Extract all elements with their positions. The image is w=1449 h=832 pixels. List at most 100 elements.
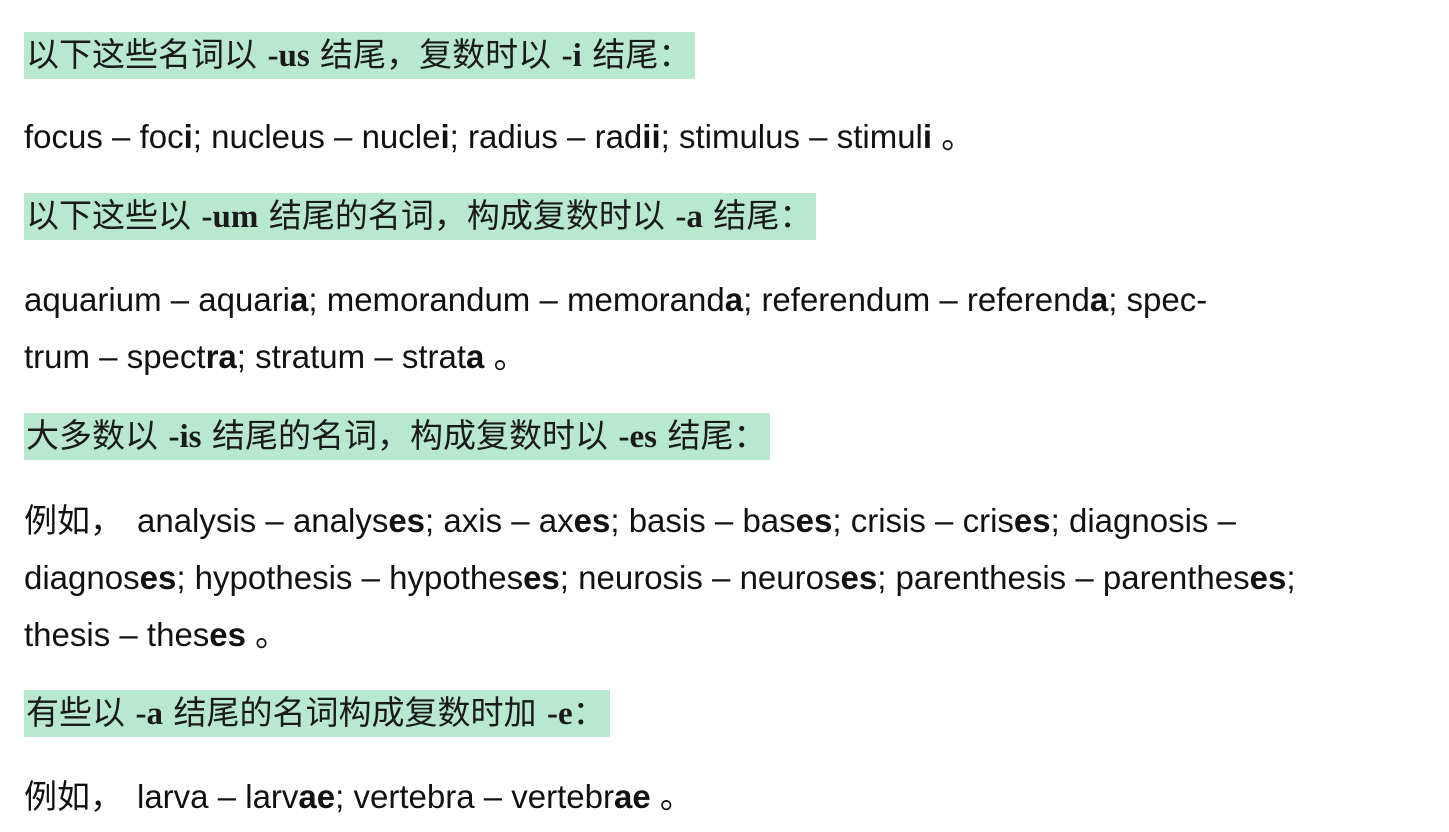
example-line: focus – foci; nucleus – nuclei; radius –… (24, 108, 1420, 165)
dash: – (702, 559, 740, 596)
suffix-mark: -um (201, 199, 259, 235)
heading-text: 结尾的名词，构成复数时以 (258, 196, 676, 235)
heading-highlight: 有些以 -a 结尾的名词构成复数时加 -e： (24, 690, 610, 737)
plural-stem: parenthes (1102, 559, 1250, 596)
heading-text: 以下这些以 (26, 196, 202, 235)
examples-um: aquarium – aquaria; memorandum – memoran… (24, 271, 1420, 385)
suffix-mark: -e (546, 696, 573, 732)
plural-stem: rad (594, 118, 643, 155)
dash: – (557, 118, 595, 155)
heading-text: 以下这些名词以 (26, 35, 268, 74)
plural-ending: ii (642, 118, 661, 155)
dash: – (161, 281, 199, 318)
plural-stem: bas (742, 502, 796, 539)
singular-form: hypothesis (194, 559, 353, 596)
singular-form: parenthesis (895, 559, 1067, 596)
separator: ; (877, 559, 896, 596)
example-line: 例如， larva – larvae; vertebra – vertebrae … (24, 768, 1420, 825)
singular-form: thesis (24, 616, 111, 653)
separator: ; (192, 118, 212, 155)
dash: – (502, 502, 539, 539)
dash: – (256, 502, 293, 539)
plural-stem: hypothes (389, 559, 524, 596)
suffix-mark: -i (561, 38, 582, 74)
singular-form: stratum (255, 338, 366, 375)
heading-text: 结尾： (581, 35, 692, 74)
heading-text: 结尾的名词构成复数时加 (163, 693, 547, 732)
suffix-mark: -es (618, 419, 657, 455)
plural-ending: i (922, 118, 933, 155)
heading-text: 结尾： (702, 196, 813, 235)
plural-ending: ra (205, 338, 237, 375)
heading-a: 有些以 -a 结尾的名词构成复数时加 -e： (24, 690, 610, 737)
examples-us: focus – foci; nucleus – nuclei; radius –… (24, 108, 1420, 165)
plural-ending: i (183, 118, 193, 155)
separator: ; (832, 502, 851, 539)
plural-ending: es (209, 616, 247, 653)
separator: ; (176, 559, 195, 596)
heading-um: 以下这些以 -um 结尾的名词，构成复数时以 -a 结尾： (24, 193, 817, 240)
example-line: trum – spectra; stratum – strata 。 (24, 328, 1420, 385)
separator: ; (559, 559, 579, 596)
plural-ending: es (573, 502, 611, 539)
suffix-mark: -is (168, 419, 202, 455)
separator: ; (308, 281, 327, 318)
suffix-mark: -us (267, 38, 310, 74)
dash: – (474, 778, 512, 815)
plural-stem: larv (245, 778, 299, 815)
singular-form: larva (137, 778, 209, 815)
separator: 。 (932, 118, 975, 155)
separator: ; (660, 118, 679, 155)
plural-ending: i (440, 118, 450, 155)
dash: – (324, 118, 362, 155)
example-line: diagnoses; hypothesis – hypotheses; neur… (24, 549, 1420, 606)
example-line: aquarium – aquaria; memorandum – memoran… (24, 271, 1420, 328)
dash: – (1066, 559, 1103, 596)
plural-stem: nucle (361, 118, 441, 155)
plural-stem: ax (538, 502, 574, 539)
separator: ; (335, 778, 354, 815)
heading-text: ： (572, 693, 606, 732)
separator: ; (1050, 502, 1069, 539)
example-line: 例如， analysis – analyses; axis – axes; bas… (24, 492, 1420, 549)
plural-ending: a (290, 281, 309, 318)
singular-form: stimulus (678, 118, 800, 155)
plural-ending: a (466, 338, 485, 375)
plural-ending: es (139, 559, 177, 596)
singular-form: radius (467, 118, 558, 155)
example-line: thesis – theses 。 (24, 606, 1420, 663)
heading-is: 大多数以 -is 结尾的名词，构成复数时以 -es 结尾： (24, 413, 771, 460)
dash: – (365, 338, 402, 375)
heading-text: 结尾的名词，构成复数时以 (201, 416, 619, 455)
lead-text: 例如， (24, 501, 123, 540)
heading-text: 结尾： (656, 416, 767, 455)
plural-ending: ae (298, 778, 336, 815)
dash: – (705, 502, 743, 539)
singular-form: memorandum (326, 281, 531, 318)
heading-text: 有些以 (26, 693, 136, 732)
plural-stem: vertebr (511, 778, 614, 815)
plural-ending: es (523, 559, 560, 596)
dash: – (110, 616, 147, 653)
singular-form: diagnosis (1068, 502, 1209, 539)
plural-stem: thes (146, 616, 210, 653)
separator: 。 (246, 616, 289, 653)
plural-stem: strat (401, 338, 467, 375)
dash: – (90, 338, 127, 375)
dash: – (102, 118, 140, 155)
plural-ending: es (1013, 502, 1051, 539)
plural-stem: foc (139, 118, 184, 155)
plural-ending: es (388, 502, 426, 539)
separator: ; (743, 281, 762, 318)
dash: – (530, 281, 567, 318)
plural-stem: stimul (836, 118, 923, 155)
suffix-mark: -a (675, 199, 703, 235)
plural-ending: a (1089, 281, 1109, 318)
singular-form: referendum (761, 281, 931, 318)
plural-stem: neuros (739, 559, 841, 596)
separator: 。 (484, 338, 527, 375)
singular-form: nucleus (211, 118, 325, 155)
dash: – (208, 778, 246, 815)
singular-form: focus (24, 118, 103, 155)
plural-stem: aquari (198, 281, 291, 318)
